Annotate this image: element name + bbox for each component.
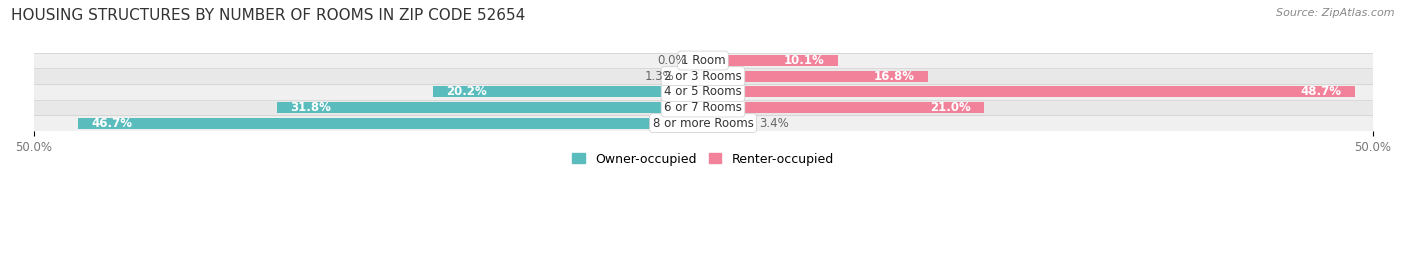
Text: 46.7%: 46.7% <box>91 117 132 130</box>
Bar <box>34 84 1372 100</box>
Text: Source: ZipAtlas.com: Source: ZipAtlas.com <box>1277 8 1395 18</box>
Bar <box>433 86 703 97</box>
Text: 4 or 5 Rooms: 4 or 5 Rooms <box>664 85 742 98</box>
Bar <box>34 68 1372 84</box>
Bar <box>703 70 928 82</box>
Text: HOUSING STRUCTURES BY NUMBER OF ROOMS IN ZIP CODE 52654: HOUSING STRUCTURES BY NUMBER OF ROOMS IN… <box>11 8 526 23</box>
Legend: Owner-occupied, Renter-occupied: Owner-occupied, Renter-occupied <box>572 153 834 165</box>
Bar <box>703 102 984 113</box>
Bar <box>703 118 748 129</box>
Text: 6 or 7 Rooms: 6 or 7 Rooms <box>664 101 742 114</box>
Text: 10.1%: 10.1% <box>785 54 825 67</box>
Bar <box>277 102 703 113</box>
Text: 2 or 3 Rooms: 2 or 3 Rooms <box>664 70 742 83</box>
Bar <box>34 53 1372 68</box>
Text: 0.0%: 0.0% <box>658 54 688 67</box>
Text: 3.4%: 3.4% <box>759 117 789 130</box>
Bar <box>34 115 1372 131</box>
Bar <box>686 70 703 82</box>
Text: 31.8%: 31.8% <box>291 101 332 114</box>
Text: 21.0%: 21.0% <box>929 101 970 114</box>
Bar <box>77 118 703 129</box>
Text: 20.2%: 20.2% <box>446 85 486 98</box>
Bar <box>703 86 1355 97</box>
Text: 16.8%: 16.8% <box>873 70 914 83</box>
Bar <box>703 55 838 66</box>
Bar <box>34 100 1372 115</box>
Text: 48.7%: 48.7% <box>1301 85 1341 98</box>
Text: 8 or more Rooms: 8 or more Rooms <box>652 117 754 130</box>
Text: 1.3%: 1.3% <box>645 70 675 83</box>
Text: 1 Room: 1 Room <box>681 54 725 67</box>
